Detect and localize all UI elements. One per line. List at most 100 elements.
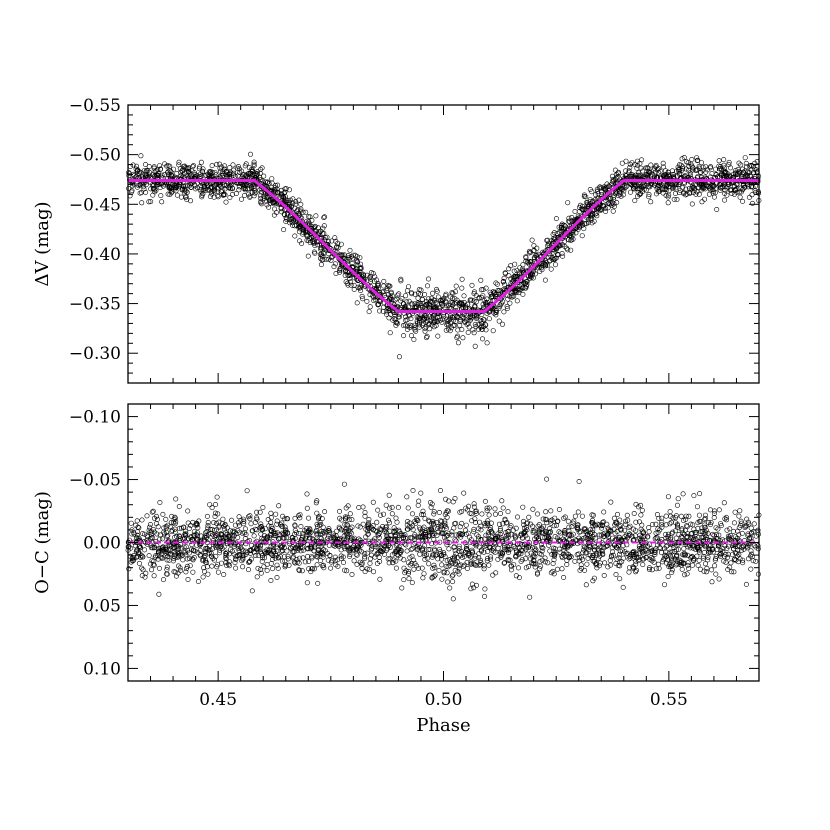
data-point [290,196,296,202]
data-point [579,233,585,239]
data-point [366,309,372,315]
residual-point [565,518,571,524]
residual-point [556,506,562,512]
residual-point [658,522,664,528]
residual-point [617,517,623,523]
residual-point [694,553,700,559]
residual-point [646,541,652,547]
data-point [318,251,324,257]
data-point [350,264,356,270]
data-point [439,319,445,325]
residual-point [673,547,679,553]
data-point [148,186,154,192]
data-point [589,220,595,226]
data-point [700,185,706,191]
residual-point [511,543,517,549]
data-point [151,186,157,192]
residual-point [455,568,461,574]
residual-point [164,564,170,570]
data-point [185,166,191,172]
data-point [483,285,489,291]
data-point [297,224,303,230]
data-point [588,215,594,221]
residual-point [646,566,652,572]
residual-point [369,543,375,549]
data-point [284,211,290,217]
residual-point [305,553,311,559]
residual-point [347,551,353,557]
data-point [396,291,402,297]
residual-point [504,546,510,552]
residual-point [306,558,312,564]
residual-point [458,534,464,540]
data-point [391,309,397,315]
data-point [298,201,304,207]
residual-point [242,530,248,536]
data-point [283,218,289,224]
residual-point [473,582,479,588]
residual-point [556,529,562,535]
residual-point [566,554,572,560]
residual-point [700,555,706,561]
data-point [713,186,719,192]
residual-point [566,524,572,530]
data-point [239,196,245,202]
data-point [392,312,398,318]
data-point [755,189,761,195]
residual-point [417,551,423,557]
data-point [182,165,188,171]
data-point [551,230,557,236]
data-point [152,189,158,195]
residual-point [415,546,421,552]
data-point [337,269,343,275]
data-point [455,327,461,333]
residual-point [548,529,554,535]
residual-point [340,559,346,565]
data-point [663,193,669,199]
residual-point [279,530,285,536]
data-point [570,232,576,238]
data-point [630,172,636,178]
residual-point [463,546,469,552]
data-point [640,168,646,174]
residual-point [220,516,226,522]
bottom-data-points [125,476,762,602]
data-point [544,243,550,249]
data-point [690,165,696,171]
residual-point [436,523,442,529]
data-point [150,192,156,198]
residual-point [313,538,319,544]
residual-point [409,546,415,552]
residual-point [626,525,632,531]
data-point [323,235,329,241]
data-point [411,336,417,342]
residual-point [351,558,357,564]
data-point [565,200,571,206]
residual-point [507,524,513,530]
residual-point [294,545,300,551]
data-point [478,277,484,283]
residual-point [347,511,353,517]
data-point [480,286,486,292]
data-point [696,163,702,169]
data-point [673,185,679,191]
residual-point [439,576,445,582]
data-point [356,285,362,291]
residual-point [459,549,465,555]
residual-point [242,526,248,532]
residual-point [527,543,533,549]
data-point [455,340,461,346]
residual-point [365,528,371,534]
data-point [738,162,744,168]
residual-point [240,530,246,536]
data-point [179,168,185,174]
data-point [447,320,453,326]
data-point [602,187,608,193]
residual-point [385,517,391,523]
residual-point [574,525,580,531]
residual-point [139,573,145,579]
data-point [512,261,518,267]
data-point [143,182,149,188]
residual-point [316,547,322,553]
data-point [176,162,182,168]
